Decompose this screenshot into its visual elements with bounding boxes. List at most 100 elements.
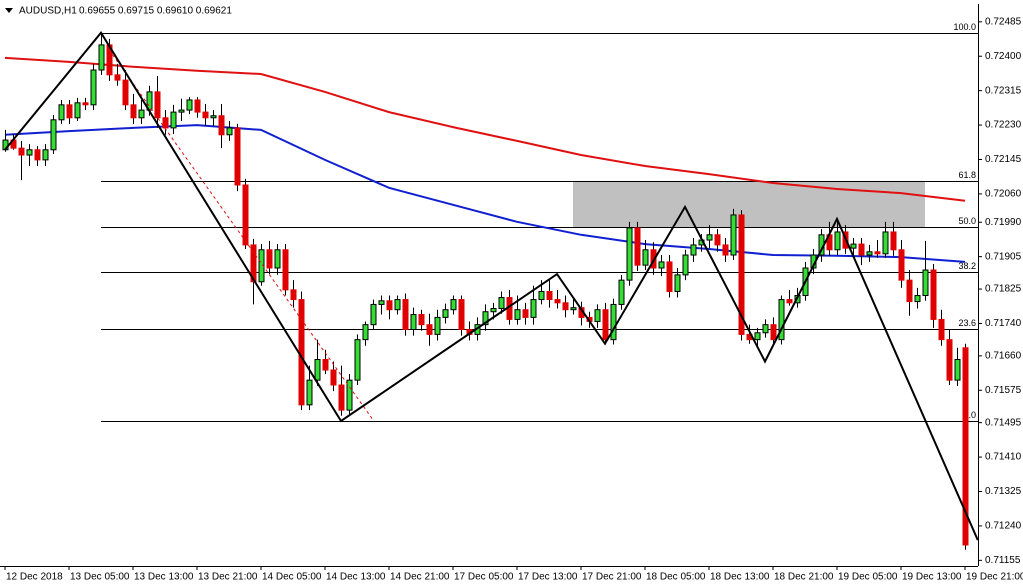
y-tick-label: 0.71740 xyxy=(985,318,1022,329)
candle-body xyxy=(442,309,449,318)
x-tick-label: 19 Dec 05:00 xyxy=(838,572,898,583)
candle-body xyxy=(338,384,345,411)
candle-body xyxy=(458,299,465,331)
candle-body xyxy=(538,290,545,301)
candle-body xyxy=(138,109,145,119)
candle-body xyxy=(258,249,265,283)
candle-body xyxy=(274,249,281,269)
candle-body xyxy=(690,244,697,256)
candle-body xyxy=(242,184,249,246)
menu-arrow[interactable] xyxy=(5,8,13,13)
y-tick-label: 0.71155 xyxy=(985,555,1021,566)
candle-body xyxy=(898,249,905,281)
candle-body xyxy=(914,295,921,303)
x-tick-label: 17 Dec 21:00 xyxy=(582,572,642,583)
candle-body xyxy=(426,324,433,335)
supply-zone xyxy=(573,180,925,228)
y-tick-label: 0.71905 xyxy=(985,251,1022,262)
candle-body xyxy=(882,231,889,255)
candle-body xyxy=(18,147,25,156)
candle-body xyxy=(218,115,225,136)
y-tick-label: 0.72485 xyxy=(985,16,1022,27)
candle-body xyxy=(730,214,737,256)
candle-body xyxy=(946,339,953,381)
candle-body xyxy=(594,309,601,322)
candle-body xyxy=(434,316,441,335)
x-tick-label: 18 Dec 13:00 xyxy=(710,572,770,583)
candle-body xyxy=(682,254,689,276)
candle-body xyxy=(122,79,129,106)
x-tick-label: 13 Dec 21:00 xyxy=(198,572,258,583)
candle-body xyxy=(666,261,673,292)
candle-body xyxy=(546,290,553,301)
candle-body xyxy=(626,227,633,281)
candle-body xyxy=(482,311,489,326)
candle-body xyxy=(98,44,105,71)
candle-body xyxy=(418,314,425,326)
y-tick-label: 0.71495 xyxy=(985,417,1022,428)
candle-body xyxy=(770,324,777,341)
candle-body xyxy=(834,231,841,251)
x-tick-label: 17 Dec 13:00 xyxy=(518,572,578,583)
candle-body xyxy=(778,299,785,341)
candle-body xyxy=(202,111,209,119)
y-tick-label: 0.71240 xyxy=(985,521,1022,532)
candle-body xyxy=(386,300,393,311)
candle-body xyxy=(498,297,505,309)
x-tick-label: 19 Dec 21:00 xyxy=(966,572,1023,583)
candle-body xyxy=(890,231,897,251)
y-tick-label: 0.72060 xyxy=(985,189,1022,200)
candle-body xyxy=(250,244,257,283)
y-tick-label: 0.72315 xyxy=(985,85,1022,96)
candle-body xyxy=(34,149,41,161)
candle-body xyxy=(562,302,569,311)
candle-body xyxy=(370,303,377,326)
candle-body xyxy=(154,91,161,119)
y-tick-label: 0.71990 xyxy=(985,217,1022,228)
x-tick-label: 19 Dec 13:00 xyxy=(902,572,962,583)
candle-body xyxy=(186,99,193,111)
candle-body xyxy=(410,314,417,331)
zigzag xyxy=(4,30,979,541)
candle-body xyxy=(634,227,641,266)
candle-body xyxy=(738,214,745,335)
candle-body xyxy=(906,279,913,303)
candle-body xyxy=(922,269,929,297)
candle-body xyxy=(114,74,121,81)
candle-body xyxy=(874,251,881,255)
y-tick-label: 0.71575 xyxy=(985,385,1022,396)
candle-body xyxy=(858,243,865,256)
fib-label: 38.2 xyxy=(958,261,976,271)
y-tick-label: 0.71660 xyxy=(985,350,1022,361)
x-tick-label: 14 Dec 05:00 xyxy=(262,572,322,583)
candle-body xyxy=(522,309,529,318)
candle-body xyxy=(850,243,857,249)
fib-label: 23.6 xyxy=(958,318,976,328)
candle-body xyxy=(82,102,89,106)
candle-body xyxy=(938,318,945,341)
x-tick-label: 18 Dec 05:00 xyxy=(646,572,706,583)
x-tick-label: 13 Dec 05:00 xyxy=(70,572,130,583)
candle-body xyxy=(162,117,169,129)
candle-body xyxy=(234,127,241,186)
candle-body xyxy=(762,324,769,334)
candle-body xyxy=(962,347,969,546)
candle-body xyxy=(290,289,297,301)
candle-body xyxy=(266,249,273,269)
candle-body xyxy=(194,99,201,113)
y-tick-label: 0.71825 xyxy=(985,284,1022,295)
candle-body xyxy=(298,299,305,406)
fib-label: 100.0 xyxy=(953,22,976,32)
candle-body xyxy=(570,307,577,311)
candle-body xyxy=(658,261,665,269)
x-tick-label: 12 Dec 2018 xyxy=(6,572,63,583)
candle-body xyxy=(642,249,649,266)
x-tick-label: 13 Dec 13:00 xyxy=(134,572,194,583)
candle-body xyxy=(722,244,729,256)
candle-body xyxy=(282,249,289,291)
x-tick-label: 14 Dec 13:00 xyxy=(326,572,386,583)
candle-body xyxy=(866,251,873,256)
candle-body xyxy=(210,115,217,119)
y-tick-label: 0.72400 xyxy=(985,51,1022,62)
candle-body xyxy=(618,279,625,305)
